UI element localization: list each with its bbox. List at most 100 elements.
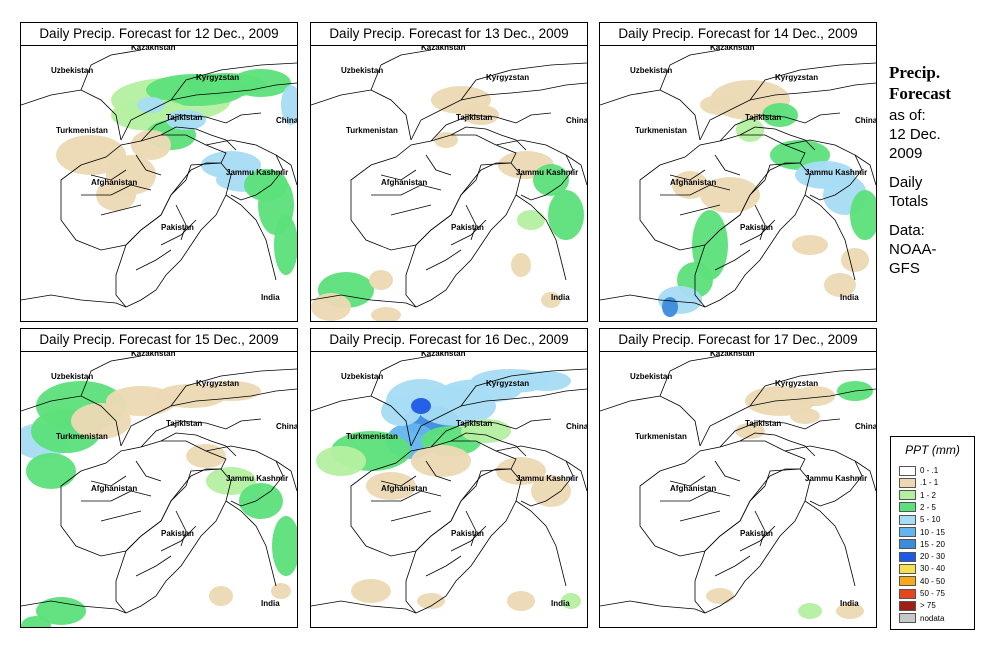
legend-swatch: [899, 502, 916, 513]
boundary-line: [205, 139, 284, 201]
legend-label: 2 - 5: [920, 502, 937, 512]
boundary-line: [370, 49, 432, 91]
boundary-line: [120, 82, 297, 141]
forecast-info: Precip. Forecast as of: 12 Dec. 2009 Dai…: [889, 62, 981, 278]
precip-area: [21, 616, 51, 627]
boundary-line: [515, 500, 567, 587]
precip-area: [792, 235, 828, 255]
boundary-line: [754, 510, 766, 547]
map-label-jammu-kashmir: Jammu Kashmir: [226, 474, 288, 483]
precip-area: [231, 69, 291, 97]
legend-title: PPT (mm): [905, 443, 960, 457]
legend-swatch: [899, 514, 916, 525]
boundary-line: [600, 294, 706, 308]
map-label-afghanistan: Afghanistan: [670, 484, 716, 493]
map-label-kazakhstan: Kazakhstan: [710, 351, 755, 358]
panel-title: Daily Precip. Forecast for 14 Dec., 2009: [600, 23, 876, 46]
boundary-line: [410, 388, 587, 447]
precip-map: Kazakhstan Uzbekistan Kyrgyzstan Tajikistan…: [21, 351, 297, 627]
boundary-line: [854, 154, 876, 186]
legend-swatch: [899, 600, 916, 611]
map-label-india: India: [840, 293, 859, 302]
legend-entry: nodata: [899, 613, 944, 624]
heading-line-1: Precip.: [889, 63, 941, 82]
precip-area: [239, 483, 283, 519]
boundary-line: [784, 445, 863, 507]
precip-area: [798, 603, 822, 619]
boundary-line: [659, 49, 721, 91]
boundary-line: [380, 475, 417, 487]
boundary-line: [21, 89, 122, 141]
precip-area: [366, 472, 416, 500]
map-label-turkmenistan: Turkmenistan: [635, 432, 687, 441]
boundary-line: [135, 249, 172, 271]
totals-line-1: Daily: [889, 174, 923, 191]
boundary-line: [465, 510, 477, 547]
boundary-line: [565, 154, 587, 186]
precip-area: [700, 95, 740, 115]
map-label-uzbekistan: Uzbekistan: [341, 66, 383, 75]
map-label-tajikistan: Tajikistan: [745, 419, 781, 428]
precip-area: [186, 444, 226, 468]
map-label-kazakhstan: Kazakhstan: [421, 45, 466, 52]
map-label-afghanistan: Afghanistan: [381, 484, 427, 493]
boundary-line: [370, 355, 432, 397]
precip-area: [561, 593, 581, 609]
boundary-line: [81, 184, 152, 196]
boundary-line: [170, 368, 297, 407]
map-label-china: China: [855, 116, 876, 125]
precip-area: [795, 386, 835, 406]
asof-label: as of:: [889, 107, 926, 124]
legend-entry: .1 - 1: [899, 477, 938, 488]
precip-area: [531, 475, 571, 507]
map-label-kazakhstan: Kazakhstan: [131, 351, 176, 358]
map-panel-2: Daily Precip. Forecast for 13 Dec., 2009…: [310, 22, 588, 322]
boundary-line: [390, 510, 432, 522]
map-label-pakistan: Pakistan: [451, 223, 484, 232]
precip-area: [706, 588, 734, 604]
boundary-line: [380, 169, 417, 181]
boundary-line: [90, 475, 127, 487]
precip-area: [836, 603, 864, 619]
map-label-china: China: [855, 422, 876, 431]
boundary-line: [405, 162, 522, 308]
map-label-china: China: [566, 422, 587, 431]
legend-entry: 40 - 50: [899, 576, 945, 587]
boundary-line: [311, 600, 417, 614]
boundary-line: [565, 460, 587, 492]
boundary-line: [739, 432, 816, 457]
boundary-line: [80, 355, 142, 397]
boundary-line: [160, 219, 197, 246]
boundary-line: [600, 600, 706, 614]
boundary-line: [225, 500, 277, 587]
map-label-kyrgyzstan: Kyrgyzstan: [196, 73, 239, 82]
precip-area: [463, 105, 499, 125]
precip-area: [26, 453, 76, 489]
precip-area: [271, 583, 291, 599]
boundary-line: [135, 460, 162, 482]
legend-label: nodata: [920, 613, 945, 623]
map-label-afghanistan: Afghanistan: [91, 484, 137, 493]
map-label-turkmenistan: Turkmenistan: [56, 432, 108, 441]
map-label-kazakhstan: Kazakhstan: [421, 351, 466, 358]
map-label-kazakhstan: Kazakhstan: [710, 45, 755, 52]
boundary-line: [115, 162, 232, 308]
legend-swatch: [899, 477, 916, 488]
boundary-line: [804, 500, 856, 587]
legend-swatch: [899, 588, 916, 599]
legend-swatch: [899, 527, 916, 537]
precip-area: [417, 593, 445, 609]
boundary-line: [660, 490, 731, 502]
precip-area: [56, 135, 126, 175]
legend-swatch: [899, 576, 916, 587]
map-label-pakistan: Pakistan: [161, 529, 194, 538]
legend-entry: 15 - 20: [899, 539, 945, 550]
boundary-line: [120, 388, 297, 447]
panel-title: Daily Precip. Forecast for 16 Dec., 2009: [311, 329, 587, 352]
boundary-line: [160, 525, 197, 552]
boundary-line: [371, 184, 442, 196]
map-label-kyrgyzstan: Kyrgyzstan: [486, 379, 529, 388]
precip-area: [850, 190, 876, 240]
map-label-tajikistan: Tajikistan: [166, 419, 202, 428]
precip-area: [692, 210, 728, 280]
